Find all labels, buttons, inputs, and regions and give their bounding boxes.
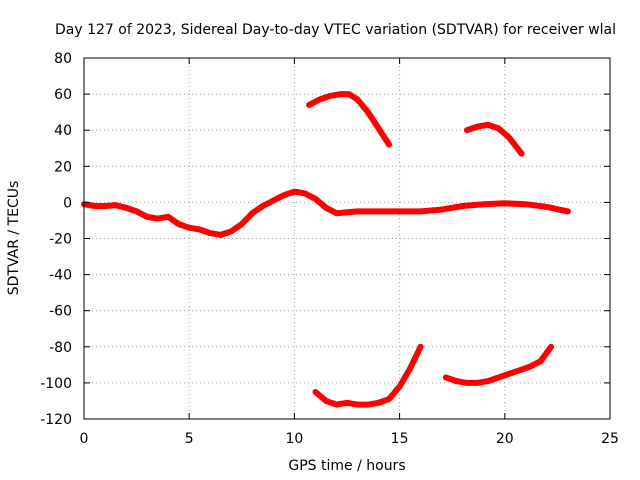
y-tick-label: -100: [40, 376, 72, 392]
series-arc-5: [312, 343, 424, 408]
y-axis-label: SDTVAR / TECUs: [6, 181, 22, 296]
series-arc-1: [81, 188, 340, 238]
y-tick-label: 80: [54, 51, 72, 67]
y-tick-label: 40: [54, 123, 72, 139]
series-arc-3: [306, 91, 393, 148]
grid-layer: [84, 58, 610, 419]
y-tick-label: -60: [49, 304, 72, 320]
x-tick-label: 20: [496, 431, 514, 447]
x-tick-label: 10: [285, 431, 303, 447]
y-tick-label: 0: [63, 195, 72, 211]
y-tick-label: 20: [54, 159, 72, 175]
y-tick-label: -40: [49, 268, 72, 284]
x-tick-label: 5: [185, 431, 194, 447]
y-tick-label: -80: [49, 340, 72, 356]
x-tick-label: 15: [391, 431, 409, 447]
y-tick-label: -20: [49, 232, 72, 248]
y-tick-label: -120: [40, 412, 72, 428]
x-tick-label: 0: [80, 431, 89, 447]
series-layer: [81, 91, 571, 408]
chart-title: Day 127 of 2023, Sidereal Day-to-day VTE…: [55, 22, 616, 38]
series-arc-4: [463, 121, 525, 157]
series-arc-6: [442, 343, 555, 386]
series-arc-2: [333, 200, 571, 217]
tick-layer: 0 5 10 15 20 25 -120 -100 -80 -60 -40 -20 0 20 40 60 80: [40, 51, 619, 447]
x-axis-label: GPS time / hours: [288, 458, 405, 474]
y-tick-label: 60: [54, 87, 72, 103]
x-tick-label: 25: [601, 431, 619, 447]
